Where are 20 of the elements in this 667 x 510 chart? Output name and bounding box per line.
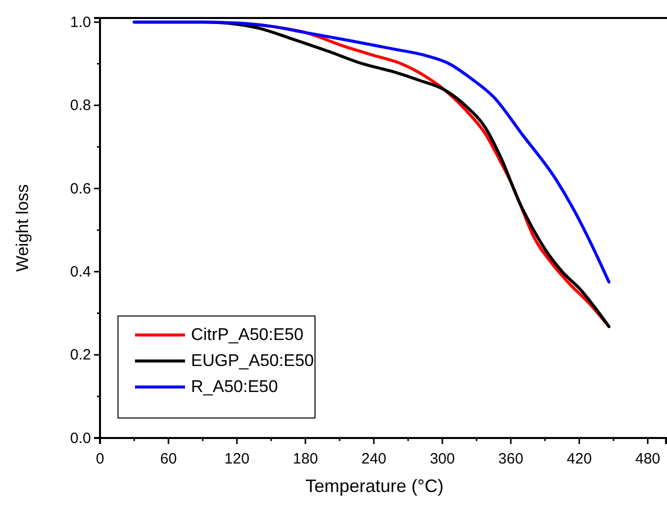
x-tick-label: 360 [498, 450, 524, 468]
x-tick-label: 180 [292, 450, 318, 468]
y-tick-label: 1.0 [70, 14, 91, 31]
y-axis-title: Weight loss [13, 184, 32, 272]
y-tick-label: 0.0 [70, 430, 91, 447]
y-tick-label: 0.6 [70, 180, 91, 198]
x-tick-label: 420 [566, 450, 592, 468]
x-axis-title: Temperature (°C) [305, 476, 444, 496]
x-tick-label: 300 [430, 450, 455, 468]
x-tick-label: 60 [160, 450, 177, 468]
legend-label: EUGP_A50:E50 [191, 351, 314, 370]
y-tick-label: 0.4 [70, 263, 91, 280]
x-tick-label: 120 [224, 450, 250, 468]
legend-label: CitrP_A50:E50 [191, 325, 304, 344]
legend-label: R_A50:E50 [191, 377, 278, 396]
y-tick-label: 0.8 [70, 97, 91, 114]
x-tick-label: 240 [361, 450, 386, 468]
y-tick-label: 0.2 [70, 346, 91, 364]
x-tick-label: 480 [635, 450, 660, 468]
x-tick-label: 0 [96, 450, 104, 468]
